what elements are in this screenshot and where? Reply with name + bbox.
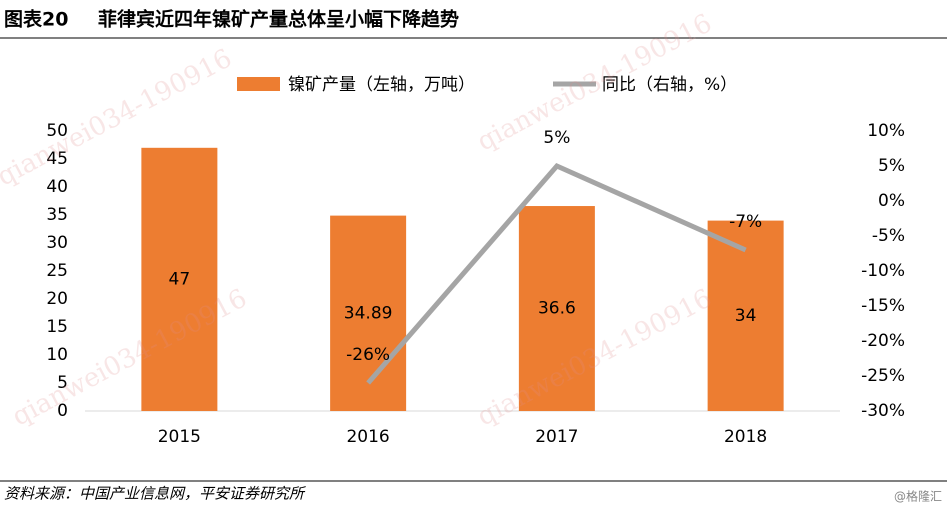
chart-title: 菲律宾近四年镍矿产量总体呈小幅下降趋势 (98, 8, 459, 31)
y-tick-label: 40 (46, 177, 68, 197)
figure-label: 图表20 (4, 8, 68, 31)
y2-tick-label: 10% (867, 121, 905, 141)
y-tick-label: 5 (57, 373, 68, 393)
y2-tick-label: -30% (861, 401, 905, 421)
y-tick-label: 20 (46, 289, 68, 309)
x-tick-label: 2018 (724, 427, 767, 447)
y2-tick-label: -5% (872, 226, 905, 246)
y2-tick-label: -10% (861, 261, 905, 281)
x-tick-label: 2016 (346, 427, 389, 447)
bar-value-label: 34.89 (344, 303, 393, 323)
y-tick-label: 25 (46, 261, 68, 281)
line-value-label: -26% (346, 345, 390, 365)
legend-swatch (237, 77, 280, 91)
y2-tick-label: -15% (861, 296, 905, 316)
bar-value-label: 36.6 (538, 299, 576, 319)
y-tick-label: 35 (46, 205, 68, 225)
y-tick-label: 10 (46, 345, 68, 365)
line-value-label: -7% (729, 212, 762, 232)
y2-tick-label: 5% (878, 156, 905, 176)
bar (330, 215, 407, 411)
line (366, 162, 747, 385)
x-tick-label: 2017 (535, 427, 578, 447)
x-tick-label: 2015 (158, 427, 201, 447)
y-tick-label: 0 (57, 401, 68, 421)
y-tick-label: 50 (46, 121, 68, 141)
legend-label: 同比（右轴，%） (602, 75, 737, 95)
bar-value-label: 47 (169, 269, 191, 289)
y2-tick-label: -20% (861, 331, 905, 351)
credit: @格隆汇 (894, 489, 942, 504)
bar (707, 220, 784, 411)
y-tick-label: 30 (46, 233, 68, 253)
bar (141, 147, 218, 412)
y2-tick-label: -25% (861, 366, 905, 386)
y2-tick-label: 0% (878, 191, 905, 211)
bar-value-label: 34 (735, 306, 757, 326)
line-value-label: 5% (543, 128, 570, 148)
y-tick-label: 15 (46, 317, 68, 337)
legend-label: 镍矿产量（左轴，万吨） (288, 75, 475, 95)
bar (518, 206, 595, 411)
source: 资料来源：中国产业信息网，平安证券研究所 (4, 485, 306, 503)
y-tick-label: 45 (46, 149, 68, 169)
